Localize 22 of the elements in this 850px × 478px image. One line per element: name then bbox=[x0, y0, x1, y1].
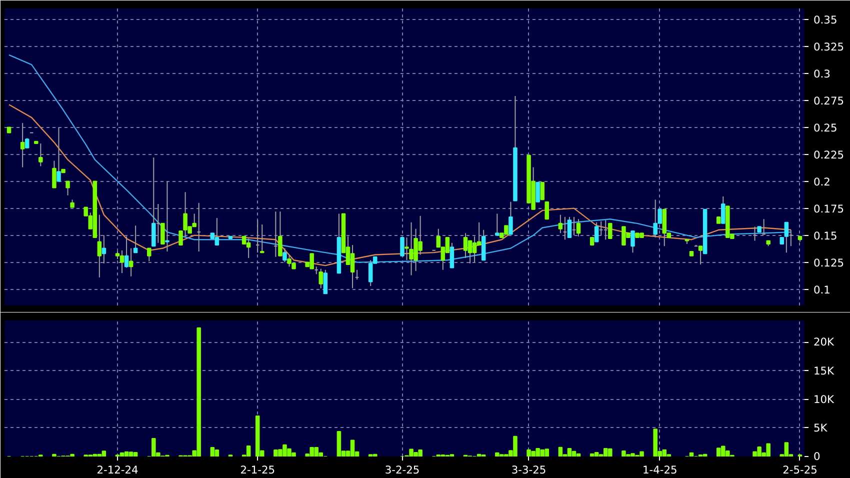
y-tick-label: 0.3 bbox=[814, 67, 830, 80]
y-tick-label: 5K bbox=[814, 421, 828, 434]
y-tick-label: 0.225 bbox=[814, 148, 844, 162]
y-tick-label: 0.175 bbox=[814, 202, 844, 216]
y-tick-label: 10K bbox=[814, 392, 836, 406]
y-tick-label: 0.1 bbox=[814, 283, 830, 296]
y-tick-label: 0 bbox=[814, 450, 820, 463]
y-tick-label: 0.325 bbox=[814, 40, 844, 54]
y-tick-label: 0.15 bbox=[814, 229, 838, 242]
y-tick-label: 0.275 bbox=[814, 94, 844, 108]
x-tick-label: 2-12-24 bbox=[96, 464, 139, 476]
y-tick-label: 20K bbox=[814, 336, 836, 349]
x-tick-label: 3-3-25 bbox=[511, 464, 546, 476]
y-tick-label: 0.25 bbox=[814, 121, 838, 134]
y-tick-label: 0.35 bbox=[814, 13, 838, 26]
y-tick-label: 0.125 bbox=[814, 256, 844, 270]
x-tick-label: 1-4-25 bbox=[642, 464, 678, 476]
y-tick-label: 0.2 bbox=[814, 175, 830, 188]
x-tick-label: 3-2-25 bbox=[384, 464, 420, 476]
x-tick-label: 2-5-25 bbox=[782, 464, 818, 476]
x-tick-label: 2-1-25 bbox=[240, 464, 276, 476]
y-tick-label: 15K bbox=[814, 364, 836, 378]
